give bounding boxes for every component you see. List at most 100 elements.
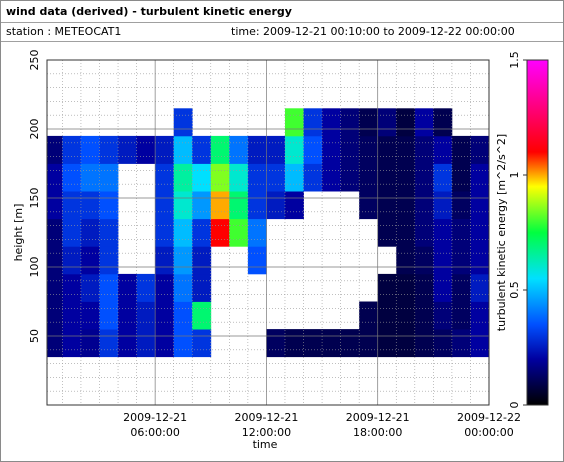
heatmap-cell (451, 301, 471, 330)
heatmap-cell (99, 218, 119, 247)
heatmap-cell (340, 163, 360, 192)
y-tick-label: 200 (28, 119, 41, 140)
heatmap-cell (377, 163, 397, 192)
heatmap-cell (284, 191, 304, 220)
heatmap-cell (173, 163, 193, 192)
heatmap-cell (470, 246, 489, 275)
heatmap-cell (99, 301, 119, 330)
heatmap-cell (118, 273, 137, 302)
heatmap-cell (210, 135, 230, 164)
heatmap-cell (451, 163, 471, 192)
heatmap-cell (155, 135, 175, 164)
heatmap-cell (99, 191, 119, 220)
heatmap-cell (155, 301, 175, 330)
colorbar-tick-label: 0 (508, 402, 521, 409)
heatmap-cell (247, 163, 267, 192)
heatmap-cell (192, 273, 212, 302)
y-tick-label: 100 (28, 257, 41, 278)
heatmap-cell (359, 163, 379, 192)
heatmap-cell (433, 218, 453, 247)
heatmap-cell (192, 163, 212, 192)
x-tick-label: 2009-12-21 (346, 411, 410, 424)
heatmap-cell (210, 218, 230, 247)
heatmap-cell (284, 163, 304, 192)
heatmap-cell (470, 329, 489, 358)
heatmap-cell (99, 246, 119, 275)
x-tick-label: 06:00:00 (130, 426, 179, 439)
heatmap-cell (359, 329, 379, 358)
heatmap-cell (359, 301, 379, 330)
heatmap-cell (340, 329, 360, 358)
heatmap-cell (377, 135, 397, 164)
heatmap-cell (377, 218, 397, 247)
heatmap-cell (451, 273, 471, 302)
heatmap-cell (173, 329, 193, 358)
colorbar-tick-label: 1 (508, 172, 521, 179)
heatmap-cell (62, 135, 82, 164)
heatmap-cell (47, 246, 63, 275)
heatmap-cell (396, 163, 416, 192)
heatmap-cell (396, 135, 416, 164)
x-tick-label: 00:00:00 (464, 426, 513, 439)
heatmap-cell (173, 273, 193, 302)
heatmap-cell (80, 218, 100, 247)
heatmap-cell (173, 218, 193, 247)
x-tick-label: 2009-12-21 (123, 411, 187, 424)
heatmap-cell (47, 135, 63, 164)
heatmap-cell (155, 218, 175, 247)
heatmap-cell (118, 329, 137, 358)
heatmap-cell (414, 246, 434, 275)
heatmap-cell (359, 135, 379, 164)
station-label: station : METEOCAT1 (6, 25, 122, 38)
heatmap-cell (80, 246, 100, 275)
heatmap-cell (155, 191, 175, 220)
heatmap-cell (229, 218, 249, 247)
y-tick-label: 250 (28, 50, 41, 71)
x-tick-label: 2009-12-22 (457, 411, 521, 424)
heatmap-cell (433, 135, 453, 164)
heatmap-cell (396, 108, 416, 137)
heatmap-cell (247, 135, 267, 164)
heatmap-cell (192, 218, 212, 247)
heatmap-cell (396, 273, 416, 302)
heatmap-cell (433, 329, 453, 358)
heatmap-cell (80, 135, 100, 164)
heatmap-cell (47, 218, 63, 247)
x-axis-label: time (253, 438, 278, 451)
heatmap-cell (451, 246, 471, 275)
heatmap-cell (414, 301, 434, 330)
heatmap-cell (136, 301, 156, 330)
heatmap-cell (322, 329, 342, 358)
y-tick-label: 50 (28, 329, 41, 343)
x-tick-label: 18:00:00 (353, 426, 402, 439)
heatmap-cell (470, 163, 489, 192)
heatmap-cell (62, 191, 82, 220)
heatmap-cell (192, 246, 212, 275)
heatmap-cell (47, 163, 63, 192)
time-range-label: time: 2009-12-21 00:10:00 to 2009-12-22 … (231, 25, 515, 38)
heatmap-cell (414, 108, 434, 137)
heatmap-cell (414, 163, 434, 192)
heatmap-cell (377, 329, 397, 358)
heatmap-cell (62, 218, 82, 247)
heatmap-cell (396, 329, 416, 358)
colorbar-label: turbulent kinetic energy [m^2/s^2] (495, 134, 508, 331)
heatmap-cell (47, 301, 63, 330)
heatmap-cell (62, 301, 82, 330)
colorbar-tick-label: 0.5 (508, 281, 521, 299)
heatmap-cell (192, 135, 212, 164)
y-axis-label: height [m] (12, 204, 25, 262)
heatmap-cell (266, 135, 286, 164)
heatmap-cell (470, 301, 489, 330)
heatmap-cell (155, 163, 175, 192)
heatmap-cell (451, 135, 471, 164)
heatmap-cell (266, 163, 286, 192)
heatmap-cell (470, 191, 489, 220)
heatmap-cell (433, 108, 453, 137)
heatmap-cell (396, 218, 416, 247)
heatmap-cell (80, 329, 100, 358)
heatmap-cell (396, 191, 416, 220)
heatmap-cell (80, 191, 100, 220)
heatmap-cell (47, 273, 63, 302)
